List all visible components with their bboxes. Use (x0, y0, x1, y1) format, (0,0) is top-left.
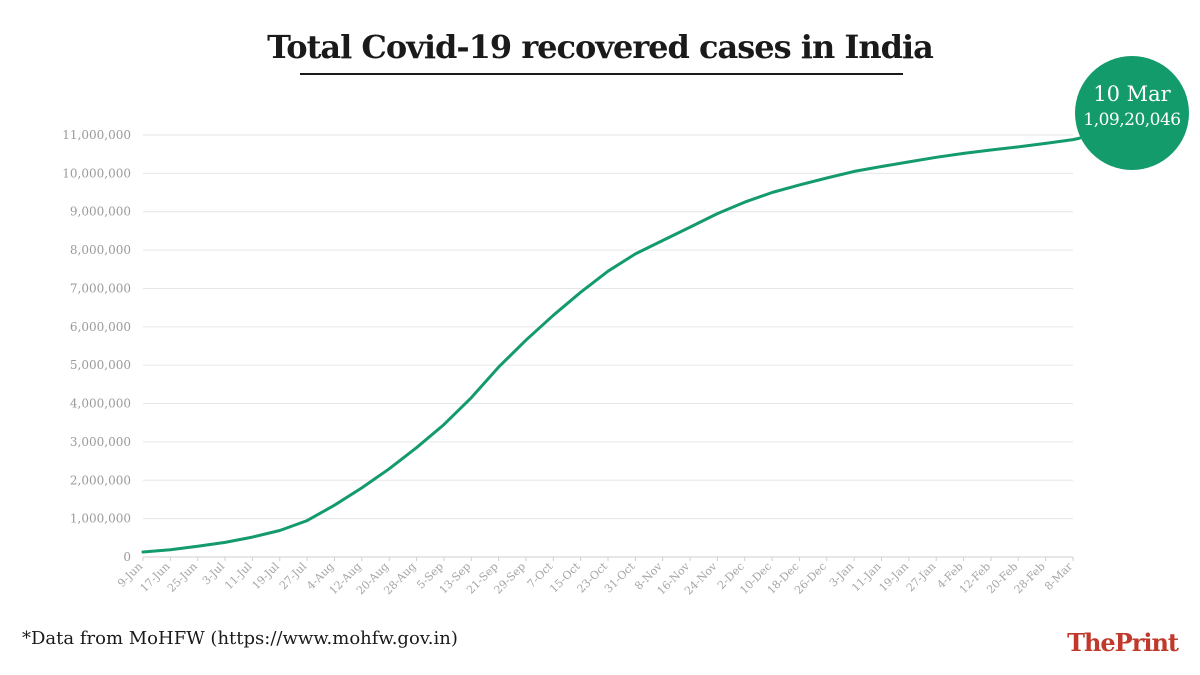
data-point (497, 365, 500, 369)
data-point (852, 170, 856, 173)
series-line-recovered-cases (141, 136, 1082, 554)
data-point (935, 156, 938, 159)
x-tick-label: 31-Oct (602, 560, 638, 596)
x-tick-label: 27-Jul (277, 560, 310, 593)
data-point (470, 396, 473, 399)
y-tick-label: 6,000,000 (70, 320, 131, 334)
brand-logo: ThePrint (1067, 628, 1179, 657)
data-point (743, 200, 746, 204)
data-point (989, 148, 993, 152)
y-tick-label: 2,000,000 (70, 473, 131, 487)
series-points (141, 136, 1082, 554)
data-point (1071, 138, 1075, 141)
data-point (223, 541, 227, 544)
data-point (251, 535, 254, 539)
x-tick-label: 8-Mar (1042, 559, 1076, 593)
title-underline (300, 73, 903, 75)
data-point (333, 504, 336, 507)
x-tick-label: 17-Jun (138, 560, 173, 595)
y-tick-label: 10,000,000 (62, 166, 131, 180)
x-tick-label: 25-Jun (165, 560, 200, 595)
data-point (579, 291, 582, 294)
y-tick-label: 5,000,000 (70, 358, 131, 372)
data-point (770, 191, 774, 194)
data-point (907, 160, 911, 164)
data-point (305, 519, 309, 522)
x-tick-label: 19-Jul (250, 560, 283, 593)
data-point (141, 550, 145, 554)
latest-value-callout: 10 Mar 1,09,20,046 (1075, 56, 1189, 170)
data-point (524, 339, 528, 342)
gridlines (143, 134, 1073, 558)
x-tick-label: 28-Feb (1011, 560, 1047, 596)
data-point (716, 212, 719, 215)
y-tick-label: 0 (123, 550, 131, 564)
y-tick-label: 7,000,000 (70, 281, 131, 295)
chart-title: Total Covid-19 recovered cases in India (267, 28, 934, 66)
x-tick-label: 27-Jan (904, 560, 938, 594)
data-point (688, 225, 692, 229)
data-point (415, 446, 418, 449)
data-point (606, 269, 610, 273)
data-point (634, 252, 637, 256)
data-point (387, 467, 391, 470)
x-tick-label: 11-Jul (222, 560, 255, 593)
data-point (278, 529, 281, 532)
data-point (1044, 142, 1047, 145)
data-point (825, 176, 829, 180)
y-tick-label: 11,000,000 (62, 128, 131, 142)
y-tick-label: 9,000,000 (70, 205, 131, 219)
callout-value: 1,09,20,046 (1083, 110, 1181, 130)
callout-date: 10 Mar (1093, 82, 1171, 106)
data-point (962, 152, 965, 155)
data-point (880, 165, 883, 168)
y-tick-label: 8,000,000 (70, 243, 131, 257)
data-point (661, 239, 664, 242)
data-point (798, 183, 801, 187)
y-tick-label: 4,000,000 (70, 397, 131, 411)
data-point (196, 545, 199, 548)
data-point (360, 486, 364, 490)
x-tick-label: 11-Jan (849, 560, 883, 594)
data-point (1017, 145, 1020, 149)
data-point (552, 314, 555, 317)
y-tick-label: 3,000,000 (70, 435, 131, 449)
data-point (442, 423, 446, 426)
data-point (169, 548, 172, 551)
y-tick-label: 1,000,000 (70, 512, 131, 526)
x-tick-label: 19-Jan (877, 560, 911, 594)
y-axis-tick-labels: 0 1,000,000 2,000,000 3,000,000 4,000,000 5,0… (62, 128, 131, 564)
source-note: *Data from MoHFW (https://www.mohfw.gov.… (22, 628, 458, 649)
